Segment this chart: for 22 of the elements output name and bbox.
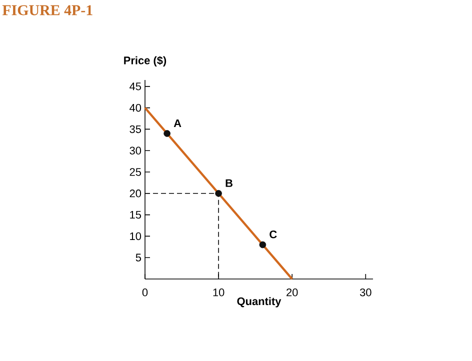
chart-title: FIGURE 4P-1 xyxy=(2,5,92,16)
y-tick-label: 45 xyxy=(130,82,142,90)
x-tick-label: 20 xyxy=(286,288,298,296)
y-tick-label: 20 xyxy=(130,190,142,198)
x-axis-title: Quantity xyxy=(237,297,282,308)
y-tick-label: 5 xyxy=(136,254,142,262)
y-tick-label: 30 xyxy=(130,146,142,154)
annotation: A xyxy=(174,119,182,127)
y-tick-label: 40 xyxy=(130,104,142,112)
y-tick-label: 25 xyxy=(130,168,142,176)
point xyxy=(164,130,170,137)
y-tick-label: 15 xyxy=(130,210,142,219)
x-tick-label: 0 xyxy=(142,288,148,296)
point xyxy=(215,190,222,197)
x-tick-label: 30 xyxy=(360,288,372,296)
x-tick-label: 10 xyxy=(213,288,224,296)
y-tick-label: 10 xyxy=(130,232,142,240)
annotation: B xyxy=(226,179,232,187)
y-tick-label: 35 xyxy=(130,125,142,134)
annotation: C xyxy=(270,230,277,238)
y-axis-title: Price ($) xyxy=(124,56,166,66)
point xyxy=(259,241,266,248)
